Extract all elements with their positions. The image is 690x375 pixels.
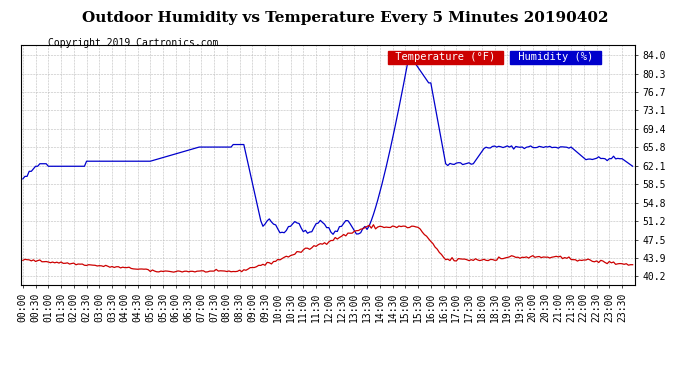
Text: Humidity (%): Humidity (%) [512,52,600,62]
Text: Copyright 2019 Cartronics.com: Copyright 2019 Cartronics.com [48,38,219,48]
Text: Temperature (°F): Temperature (°F) [389,52,502,62]
Text: Outdoor Humidity vs Temperature Every 5 Minutes 20190402: Outdoor Humidity vs Temperature Every 5 … [81,11,609,25]
